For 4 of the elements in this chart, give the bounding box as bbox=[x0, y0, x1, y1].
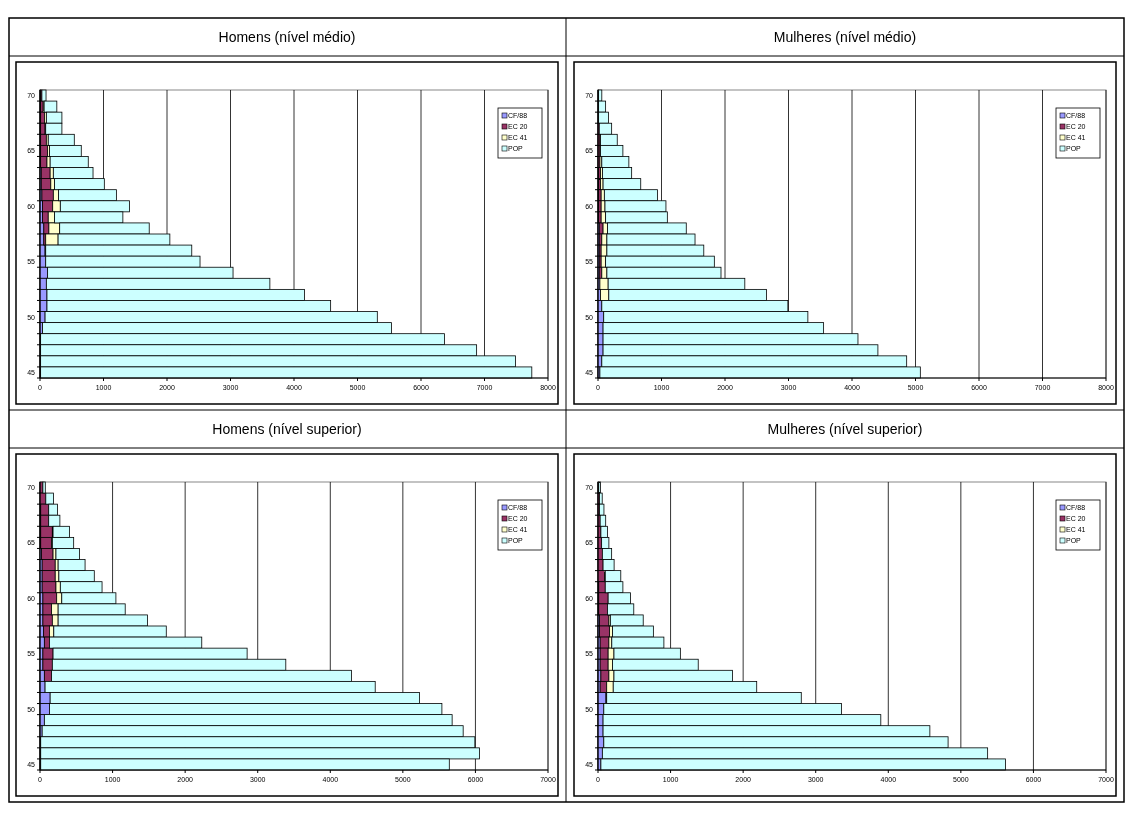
chart-title: Homens (nível superior) bbox=[212, 421, 362, 437]
chart-title: Homens (nível médio) bbox=[218, 29, 356, 45]
chart-title: Mulheres (nível médio) bbox=[773, 29, 917, 45]
chart-title: Mulheres (nível superior) bbox=[767, 421, 923, 437]
